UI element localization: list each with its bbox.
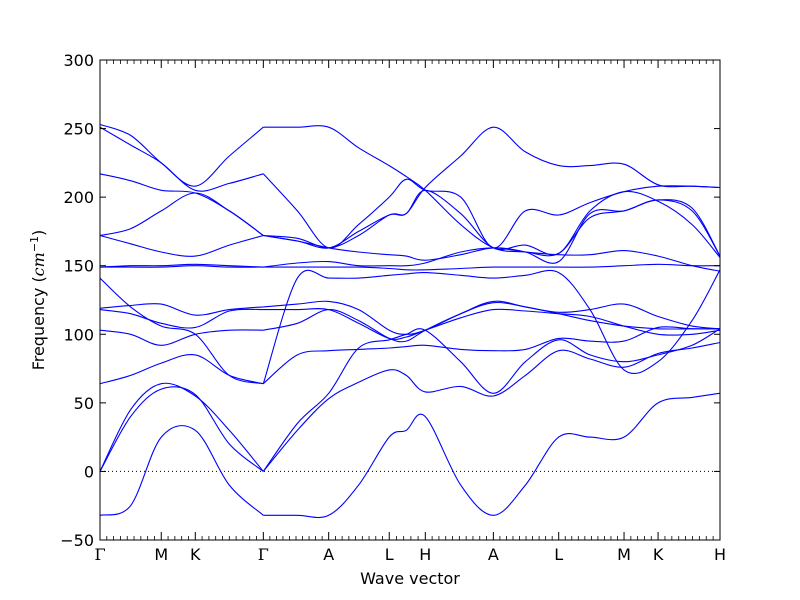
- x-tick-label: Γ: [94, 545, 105, 564]
- x-tick-label: L: [385, 545, 394, 564]
- x-tick-label: H: [714, 545, 726, 564]
- band-line-4: [99, 326, 721, 385]
- y-tick-label: 250: [63, 120, 94, 139]
- y-tick-label: −50: [60, 531, 94, 550]
- x-tick-label: K: [190, 545, 201, 564]
- band-line-5: [99, 301, 721, 346]
- band-line-3: [99, 328, 721, 472]
- y-tick-label: 100: [63, 325, 94, 344]
- x-tick-label: A: [488, 545, 499, 564]
- x-tick-label: A: [323, 545, 334, 564]
- band-line-15: [99, 123, 721, 257]
- y-axis-label-close: ): [29, 230, 48, 236]
- band-line-6: [99, 308, 721, 340]
- band-line-13: [99, 126, 721, 249]
- band-line-1: [99, 392, 721, 519]
- x-tick-label: M: [154, 545, 168, 564]
- y-axis-label-text: Frequency (: [29, 276, 48, 370]
- band-line-10: [99, 247, 721, 272]
- band-line-9: [100, 263, 721, 271]
- y-tick-label: 300: [63, 51, 94, 70]
- x-tick-label: L: [554, 545, 563, 564]
- x-tick-label: K: [653, 545, 664, 564]
- plot-frame: [99, 59, 721, 541]
- band-line-2: [99, 341, 721, 472]
- y-tick-label: 200: [63, 188, 94, 207]
- x-axis-label: Wave vector: [360, 569, 460, 588]
- y-axis-label: Frequency (cm−1): [28, 230, 49, 371]
- x-tick-label: M: [617, 545, 631, 564]
- y-axis-label-unit: cm: [29, 252, 48, 276]
- x-tick-label: H: [419, 545, 431, 564]
- band-lines: [99, 123, 721, 519]
- y-tick-label: 50: [74, 394, 94, 413]
- y-axis-label-exponent: −1: [28, 236, 41, 252]
- axis-ticks: [99, 59, 721, 541]
- y-tick-label: 0: [84, 462, 94, 481]
- y-tick-label: 150: [63, 257, 94, 276]
- x-tick-label: Γ: [258, 545, 269, 564]
- band-line-8: [99, 269, 721, 385]
- band-line-7: [99, 300, 721, 335]
- tick-labels: −50 0 50 100 150 200 250 300 Γ M K Γ A L H A L M K H: [60, 51, 726, 564]
